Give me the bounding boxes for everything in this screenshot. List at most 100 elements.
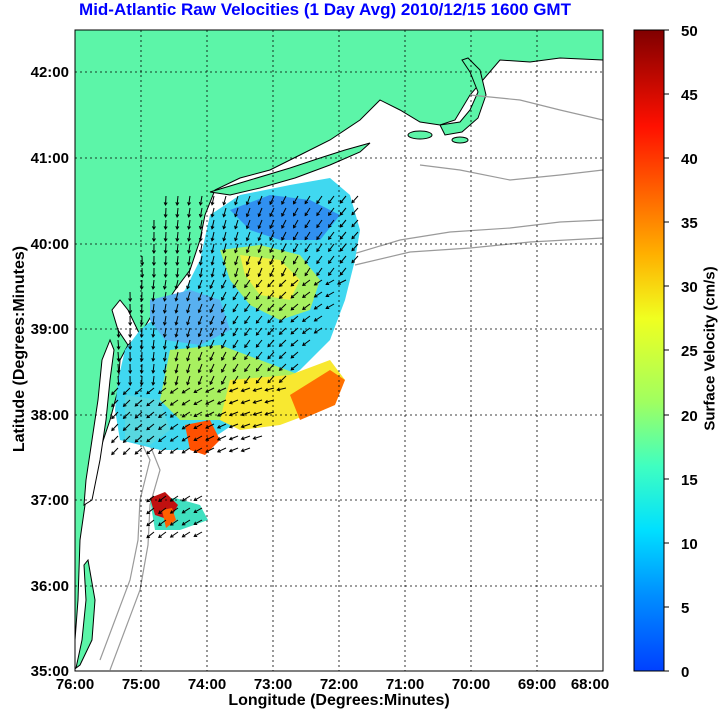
velocity-arrowhead [302, 306, 306, 310]
velocity-arrowhead [209, 285, 214, 290]
velocity-arrowhead [169, 510, 174, 514]
velocity-arrow [314, 303, 323, 310]
velocity-arrow [244, 375, 251, 384]
velocity-arrow [281, 243, 287, 253]
velocity-arrowhead [293, 212, 297, 217]
velocity-arrow [304, 219, 311, 228]
velocity-arrow [176, 255, 179, 266]
velocity-arrow [258, 195, 263, 205]
velocity-arrowhead [181, 437, 186, 442]
velocity-arrow [267, 375, 275, 384]
velocity-arrowhead [146, 534, 151, 539]
velocity-arrowhead [158, 402, 162, 406]
velocity-arrowhead [128, 346, 133, 350]
velocity-arrowhead [197, 333, 202, 338]
velocity-arrow [146, 399, 155, 407]
velocity-arrow [293, 243, 299, 253]
velocity-arrowhead [128, 358, 133, 362]
velocity-arrow [199, 255, 203, 265]
velocity-arrow [229, 387, 239, 392]
velocity-arrow [265, 387, 275, 391]
water-delaware-bay [111, 299, 141, 346]
velocity-arrowhead [198, 249, 203, 254]
velocity-arrow [244, 303, 251, 312]
land-marthas-vineyard [407, 130, 433, 140]
velocity-arrow [175, 351, 179, 361]
velocity-arrowhead [257, 249, 262, 254]
velocity-arrow [234, 267, 239, 277]
bathymetry-contours [99, 94, 603, 671]
velocity-arrowhead [313, 281, 318, 286]
velocity-arrowhead [163, 226, 168, 230]
velocity-arrowhead [257, 273, 262, 278]
velocity-arrow [164, 339, 167, 349]
velocity-arrow [232, 291, 239, 300]
colorbar-tick: 10 [681, 536, 698, 553]
velocity-arrowhead [232, 308, 237, 313]
velocity-arrow [164, 375, 167, 385]
velocity-arrowhead [228, 436, 233, 441]
velocity-arrowhead [222, 249, 227, 254]
velocity-arrowhead [174, 369, 179, 374]
velocity-arrowhead [181, 497, 186, 502]
velocity-arrow [117, 327, 120, 338]
velocity-arrow [193, 531, 203, 537]
colorbar [633, 29, 665, 672]
velocity-arrowhead [281, 200, 285, 205]
velocity-arrowhead [134, 390, 139, 395]
velocity-arrow [170, 387, 179, 394]
velocity-arrowhead [278, 331, 283, 335]
velocity-arrow [211, 219, 215, 229]
velocity-arrowhead [197, 309, 202, 314]
velocity-arrow [186, 315, 191, 325]
velocity-arrowhead [278, 355, 283, 359]
velocity-arrow [152, 327, 155, 337]
velocity-arrow [256, 363, 263, 372]
velocity-arrowhead [232, 296, 237, 301]
velocity-arrow [152, 363, 155, 373]
velocity-arrow [158, 423, 167, 430]
velocity-arrowhead [128, 310, 133, 314]
velocity-arrowhead [313, 329, 318, 334]
velocity-arrowhead [234, 273, 238, 278]
velocity-arrowhead [175, 261, 180, 266]
velocity-arrowhead [197, 285, 202, 290]
velocity-arrow [229, 423, 239, 428]
velocity-arrowhead [198, 213, 203, 218]
velocity-arrow [234, 219, 239, 229]
velocity-arrow [256, 291, 263, 300]
velocity-arrowhead [175, 273, 180, 278]
velocity-arrow [234, 255, 239, 265]
velocity-arrow [170, 435, 179, 442]
velocity-arrow [253, 423, 263, 428]
velocity-arrowhead [293, 272, 297, 277]
velocity-arrow [134, 447, 143, 455]
velocity-arrow [279, 279, 287, 287]
velocity-arrowhead [325, 281, 330, 285]
velocity-arrowhead [163, 238, 168, 242]
y-tick: 38:00 [31, 407, 69, 424]
velocity-arrow [188, 207, 191, 217]
y-tick: 42:00 [31, 64, 69, 81]
velocity-arrowhead [351, 211, 356, 216]
velocity-arrowhead [222, 201, 227, 206]
velocity-arrowhead [187, 250, 191, 254]
velocity-arrow [316, 231, 323, 240]
velocity-arrowhead [255, 296, 260, 300]
velocity-arrowhead [181, 401, 186, 406]
velocity-arrow [111, 387, 119, 395]
velocity-arrowhead [111, 415, 115, 420]
velocity-arrowhead [128, 370, 133, 374]
velocity-arrow [221, 315, 227, 325]
velocity-arrow [198, 339, 203, 349]
velocity-arrowhead [244, 380, 248, 385]
velocity-arrowhead [169, 534, 174, 538]
velocity-arrowhead [187, 214, 191, 218]
velocity-arrowhead [221, 368, 225, 373]
velocity-arrowhead [111, 439, 115, 444]
velocity-arrow [134, 387, 143, 395]
velocity-arrowhead [302, 330, 306, 334]
velocity-arrow [258, 219, 263, 229]
colorbar-tick: 35 [681, 215, 698, 232]
velocity-arrowhead [209, 381, 214, 386]
